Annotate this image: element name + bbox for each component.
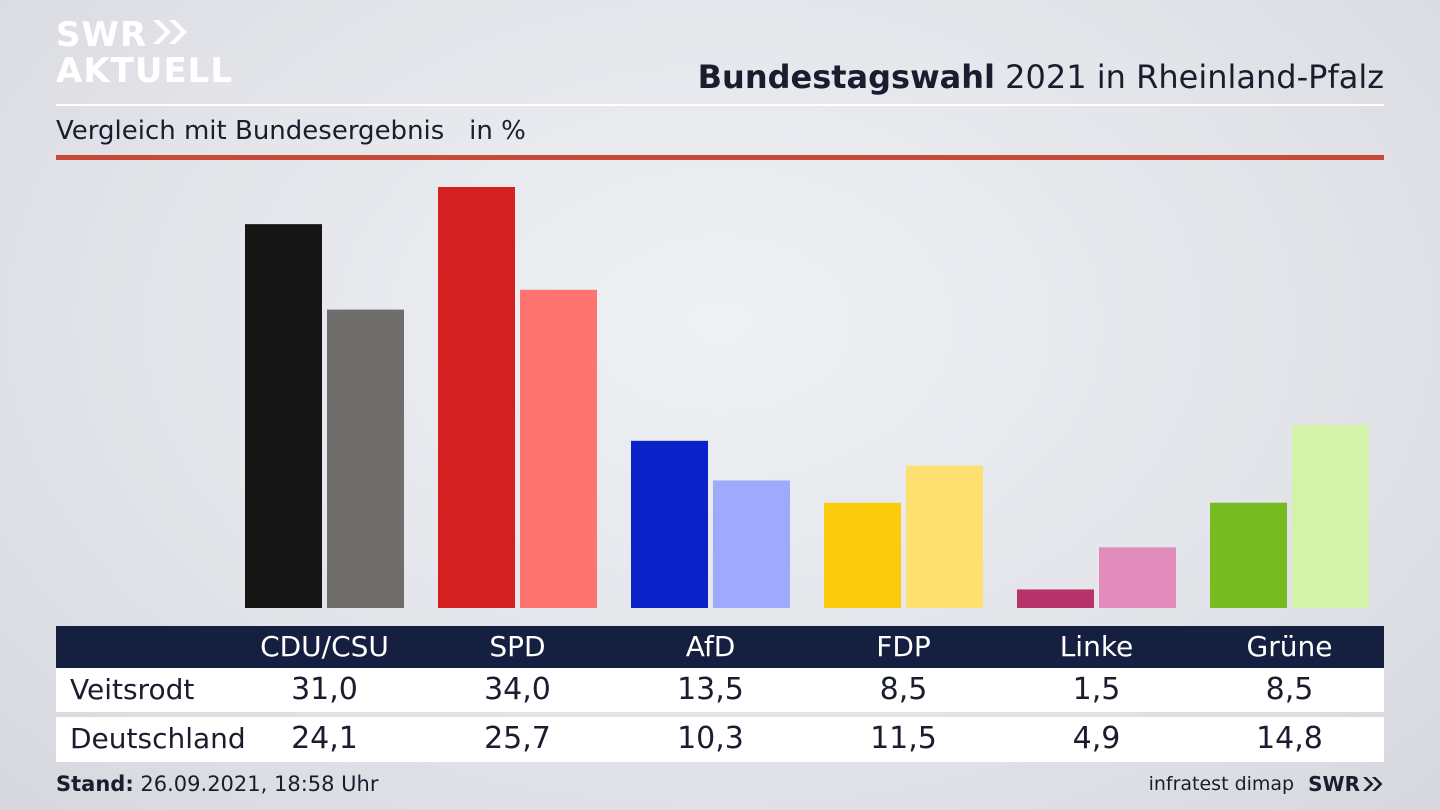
header-divider: [56, 104, 1384, 106]
chart-subtitle: Vergleich mit Bundesergebnis in %: [56, 116, 526, 146]
value-cell: 13,5: [677, 672, 744, 707]
bar-cdu-csu-deutschland: [327, 309, 404, 608]
value-cell: 25,7: [484, 721, 551, 756]
value-cell: 10,3: [677, 721, 744, 756]
stand-label: Stand:: [56, 772, 134, 796]
row-label: Veitsrodt: [70, 673, 195, 706]
subtitle-divider: [56, 155, 1384, 160]
table-header: CDU/CSU SPD AfD FDP Linke Grüne: [56, 626, 1384, 668]
logo-line1: SWR: [56, 15, 148, 55]
table-row: Deutschland 24,1 25,7 10,3 11,5 4,9 14,8: [56, 717, 1384, 762]
source-text: infratest dimap: [1148, 773, 1295, 795]
column-header: Linke: [1059, 630, 1134, 663]
column-header: CDU/CSU: [260, 630, 389, 663]
bar-spd-veitsrodt: [438, 187, 515, 608]
swr-aktuell-logo: SWR AKTUELL: [56, 18, 233, 88]
value-cell: 24,1: [291, 721, 358, 756]
bar-gr-ne-veitsrodt: [1210, 502, 1287, 608]
value-cell: 11,5: [870, 721, 937, 756]
row-label: Deutschland: [70, 722, 246, 755]
column-header: AfD: [685, 630, 736, 663]
bar-fdp-veitsrodt: [824, 502, 901, 608]
results-table: CDU/CSU SPD AfD FDP Linke Grüne Veitsrodt 31,…: [56, 626, 1384, 762]
column-header: Grüne: [1246, 630, 1333, 663]
bar-afd-veitsrodt: [631, 440, 708, 608]
logo-line2: AKTUELL: [56, 51, 234, 91]
bar-linke-veitsrodt: [1017, 589, 1094, 608]
swr-brand: SWR: [1308, 772, 1384, 796]
bar-fdp-deutschland: [906, 465, 983, 608]
value-cell: 8,5: [1265, 672, 1314, 707]
page-title: Bundestagswahl 2021 in Rheinland-Pfalz: [698, 58, 1384, 96]
column-header: FDP: [876, 630, 931, 663]
brand-chevron-icon: [1363, 777, 1383, 791]
bar-gr-ne-deutschland: [1292, 424, 1369, 608]
bar-cdu-csu-veitsrodt: [245, 224, 322, 608]
brand-text: SWR: [1308, 772, 1360, 796]
source-credit: infratest dimap SWR: [1149, 772, 1384, 796]
title-rest: 2021 in Rheinland-Pfalz: [995, 58, 1384, 96]
timestamp: Stand: 26.09.2021, 18:58 Uhr: [56, 772, 379, 796]
bar-linke-deutschland: [1099, 547, 1176, 608]
title-bold: Bundestagswahl: [697, 58, 995, 96]
double-chevron-icon: [151, 18, 189, 52]
value-cell: 4,9: [1072, 721, 1121, 756]
table-row: Veitsrodt 31,0 34,0 13,5 8,5 1,5 8,5: [56, 668, 1384, 712]
bar-afd-deutschland: [713, 480, 790, 608]
value-cell: 14,8: [1256, 721, 1323, 756]
value-cell: 31,0: [291, 672, 358, 707]
value-cell: 34,0: [484, 672, 551, 707]
stand-value: 26.09.2021, 18:58 Uhr: [133, 772, 379, 796]
value-cell: 8,5: [879, 672, 928, 707]
bar-spd-deutschland: [520, 289, 597, 608]
column-header: SPD: [489, 630, 546, 663]
value-cell: 1,5: [1072, 672, 1121, 707]
